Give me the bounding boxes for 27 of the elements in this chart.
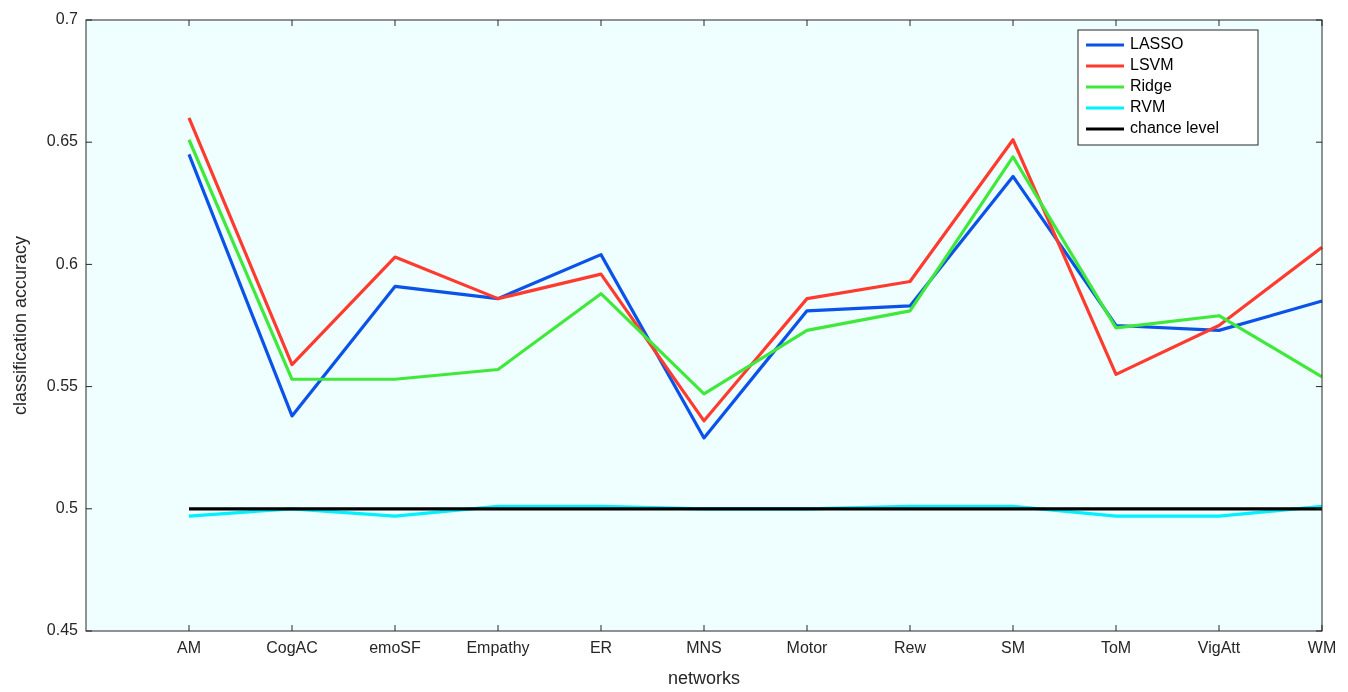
- x-tick-label: CogAC: [266, 639, 318, 656]
- legend-label: RVM: [1130, 98, 1166, 116]
- legend-label: LSVM: [1130, 56, 1174, 74]
- legend-label: Ridge: [1130, 77, 1172, 95]
- x-tick-label: Empathy: [466, 639, 530, 656]
- y-tick-label: 0.45: [46, 621, 79, 639]
- line-series: [187, 138, 1324, 396]
- x-tick-label: WM: [1307, 639, 1337, 656]
- x-tick-label: MNS: [686, 639, 722, 656]
- x-tick-label: VigAtt: [1197, 639, 1241, 656]
- x-tick-label: AM: [177, 639, 201, 656]
- legend-label: chance level: [1130, 119, 1219, 137]
- legend-label: LASSO: [1130, 35, 1184, 53]
- y-tick-label: 0.65: [46, 132, 79, 150]
- y-tick-label: 0.6: [55, 254, 79, 272]
- x-tick-label: Motor: [786, 639, 829, 656]
- x-tick-label: emoSF: [369, 639, 422, 656]
- line-series: [187, 116, 1324, 423]
- y-tick-label: 0.55: [46, 376, 79, 394]
- x-tick-label: ER: [589, 639, 613, 656]
- x-tick-label: ToM: [1100, 639, 1132, 656]
- x-tick-label: Rew: [893, 639, 927, 656]
- x-axis-title: networks: [667, 668, 741, 688]
- x-tick-label: SM: [1001, 639, 1025, 656]
- y-axis-title: classification accuracy: [10, 235, 30, 416]
- y-tick-label: 0.5: [55, 499, 79, 517]
- y-tick-label: 0.7: [55, 10, 79, 28]
